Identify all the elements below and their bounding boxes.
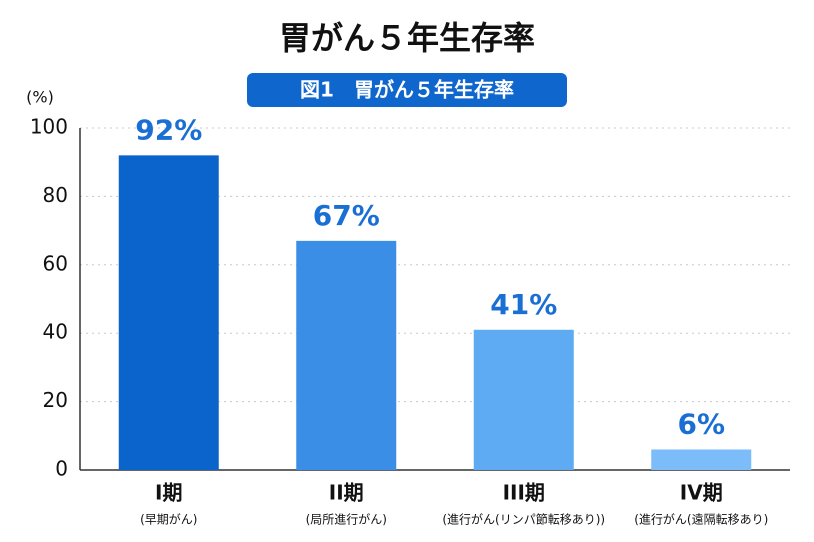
y-tick-label: 80: [43, 183, 68, 207]
x-tick-note: (進行がん(遠隔転移あり): [634, 512, 768, 527]
x-tick-note: (進行がん(リンパ節転移あり)): [442, 512, 605, 527]
x-tick-note: (早期がん): [140, 512, 197, 527]
bar: [118, 155, 219, 471]
x-tick-label: I期: [155, 481, 182, 505]
x-tick-note: (局所進行がん): [306, 512, 387, 527]
x-tick-label: III期: [503, 481, 545, 505]
y-tick-label: 60: [43, 251, 68, 275]
subtitle-badge: [247, 73, 567, 107]
x-tick-label: IV期: [680, 481, 723, 505]
value-label: 67%: [313, 199, 380, 232]
y-tick-label: 0: [55, 457, 68, 481]
bar: [473, 329, 574, 470]
y-axis-label: (%): [26, 88, 54, 107]
y-tick-label: 40: [43, 320, 68, 344]
chart-title: 胃がん５年生存率: [279, 19, 535, 57]
y-tick-label: 20: [43, 388, 68, 412]
x-tick-label: II期: [329, 481, 364, 505]
y-tick-label: 100: [30, 115, 68, 139]
chart-subtitle: 図1 胃がん５年生存率: [300, 78, 514, 102]
bar: [296, 240, 397, 470]
value-label: 41%: [490, 288, 557, 321]
value-label: 92%: [135, 113, 202, 146]
value-label: 6%: [677, 407, 725, 440]
bar: [651, 449, 752, 470]
